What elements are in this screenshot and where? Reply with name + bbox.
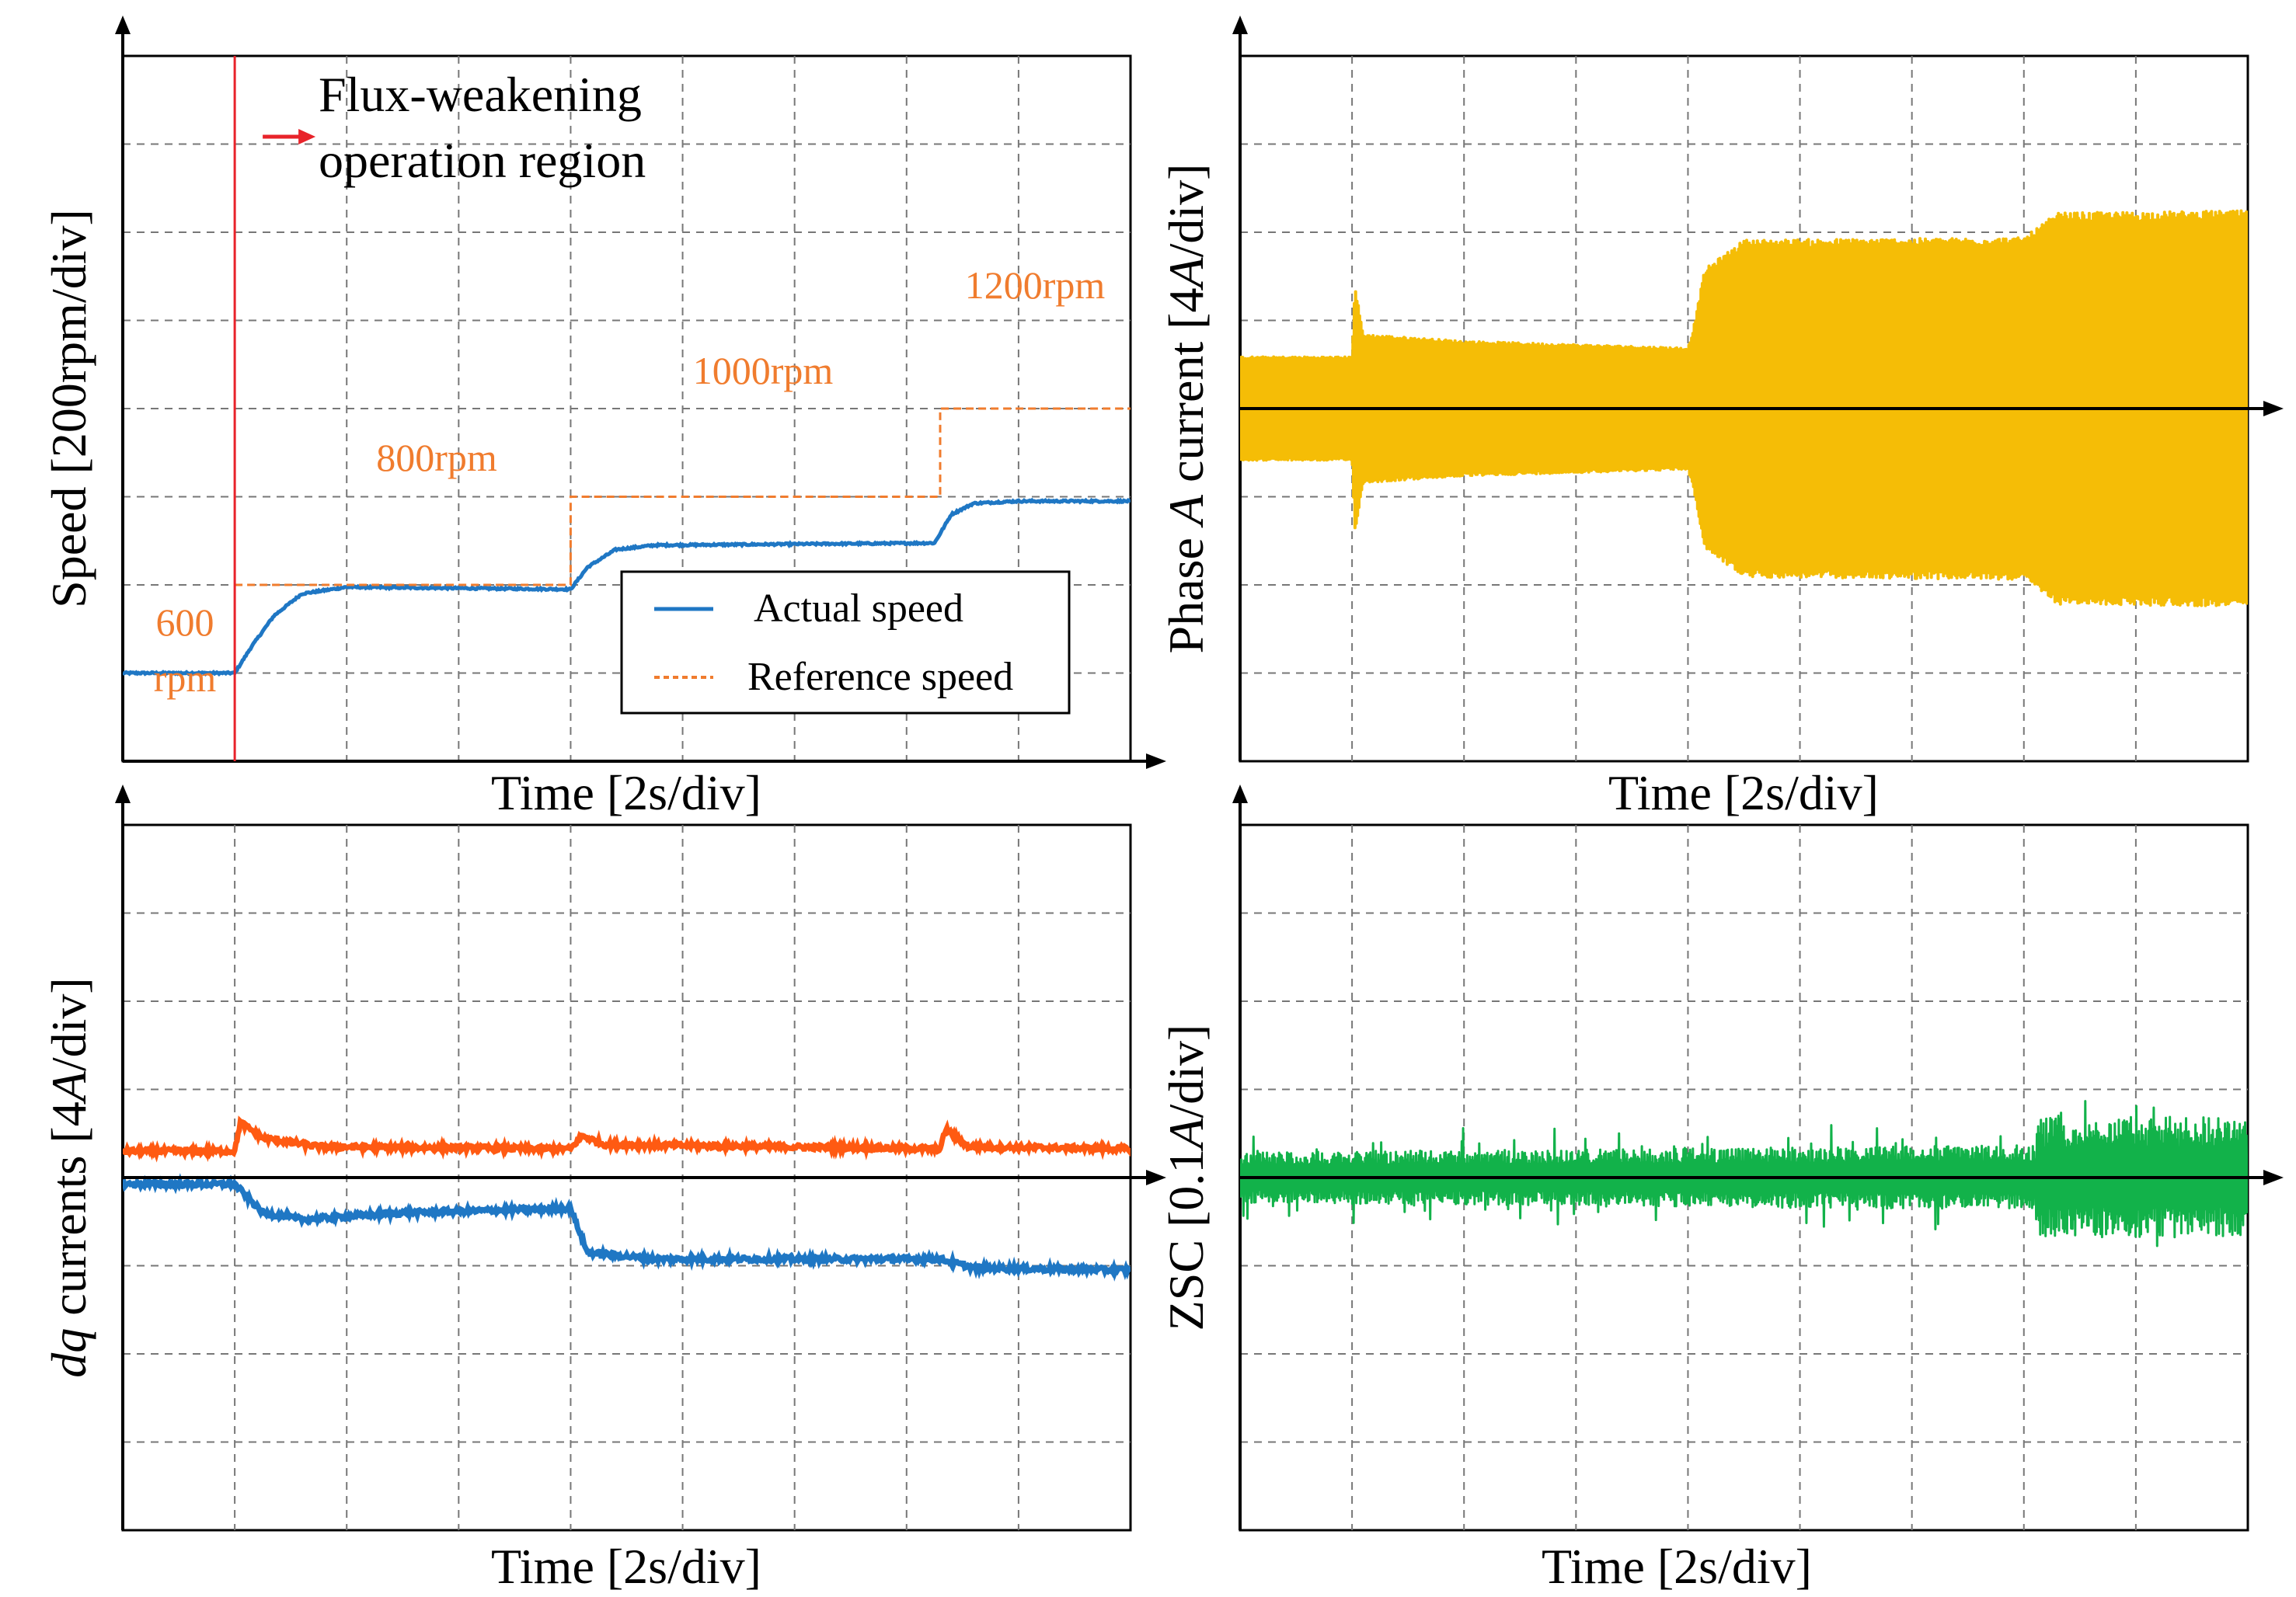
x-axis-arrowhead bbox=[2263, 401, 2284, 416]
chart-panel-3: Time [2s/div] dq currents [4A/div] bbox=[41, 785, 1166, 1594]
y-axis-arrowhead bbox=[115, 16, 131, 34]
legend-box bbox=[620, 570, 1071, 715]
value-label-1200: 1200rpm bbox=[965, 263, 1106, 307]
value-label-600: 600 bbox=[156, 600, 214, 644]
x-axis-arrowhead bbox=[1146, 753, 1166, 769]
series-line-d-axis-current bbox=[123, 1173, 1131, 1282]
x-axis-label: Time [2s/div] bbox=[1608, 765, 1879, 820]
series-band-phase-a-current bbox=[1240, 209, 2248, 607]
y-axis-label-part: currents [4 bbox=[41, 1101, 96, 1327]
x-axis-label: Time [2s/div] bbox=[491, 765, 761, 820]
value-label-800: 800rpm bbox=[376, 436, 497, 479]
x-axis-label: Time [2s/div] bbox=[1542, 1539, 1812, 1594]
y-axis-label-part: /div] bbox=[41, 977, 96, 1071]
series-line-reference-speed bbox=[235, 407, 1131, 586]
y-axis-label-part: /div] bbox=[1158, 1025, 1214, 1119]
x-axis-label: Time [2s/div] bbox=[491, 1539, 761, 1594]
y-axis-label-part: A bbox=[1158, 257, 1214, 291]
legend-label-reference-speed: Reference speed bbox=[747, 655, 1013, 699]
chart-panel-1: Time [2s/div] Speed [200rpm/div] Flux-weak… bbox=[41, 16, 1166, 820]
plot-area bbox=[1240, 209, 2248, 607]
chart-panel-2: Time [2s/div] Phase A current [4A/div] bbox=[1158, 16, 2284, 820]
y-axis-label-part: A bbox=[41, 1070, 96, 1105]
y-axis-label-part: A bbox=[1158, 1118, 1214, 1152]
series-line-q-axis-current bbox=[123, 1115, 1131, 1163]
series-line-actual-speed bbox=[123, 497, 1131, 677]
series-band-zsc bbox=[1240, 1100, 2248, 1247]
y-axis-label-part: /div] bbox=[1158, 164, 1214, 258]
x-axis-arrowhead bbox=[1146, 1170, 1166, 1185]
value-label-600-unit: rpm bbox=[154, 656, 217, 700]
y-axis-arrowhead bbox=[115, 785, 131, 803]
y-axis-label-part: dq bbox=[41, 1328, 96, 1378]
chart-panel-4: Time [2s/div] ZSC [0.1A/div] bbox=[1158, 785, 2284, 1594]
y-axis-arrowhead bbox=[1232, 16, 1248, 34]
plot-area bbox=[123, 407, 1131, 677]
plot-area bbox=[1240, 1100, 2248, 1247]
y-axis-label: Phase A current [4A/div] bbox=[1158, 164, 1214, 654]
y-axis-arrowhead bbox=[1232, 785, 1248, 803]
annotation-text-line1: Flux-weakening bbox=[319, 67, 642, 122]
legend: Actual speed Reference speed bbox=[620, 570, 1071, 715]
annotation-text-line2: operation region bbox=[319, 133, 646, 188]
y-axis-label-part: ZSC [0.1 bbox=[1158, 1149, 1214, 1331]
annotation-arrow-head bbox=[298, 129, 316, 144]
y-axis-label: dq currents [4A/div] bbox=[41, 977, 96, 1377]
y-axis-label-part: Phase bbox=[1158, 525, 1214, 653]
y-axis-label: Speed [200rpm/div] bbox=[41, 209, 96, 608]
plot-area bbox=[123, 1115, 1131, 1282]
y-axis-label: ZSC [0.1A/div] bbox=[1158, 1025, 1214, 1331]
x-axis-arrowhead bbox=[2263, 1170, 2284, 1185]
legend-label-actual-speed: Actual speed bbox=[754, 586, 963, 631]
y-axis-label-part: A bbox=[1158, 494, 1214, 528]
value-label-1000: 1000rpm bbox=[693, 349, 834, 392]
y-axis-label-part: current [4 bbox=[1158, 288, 1214, 496]
